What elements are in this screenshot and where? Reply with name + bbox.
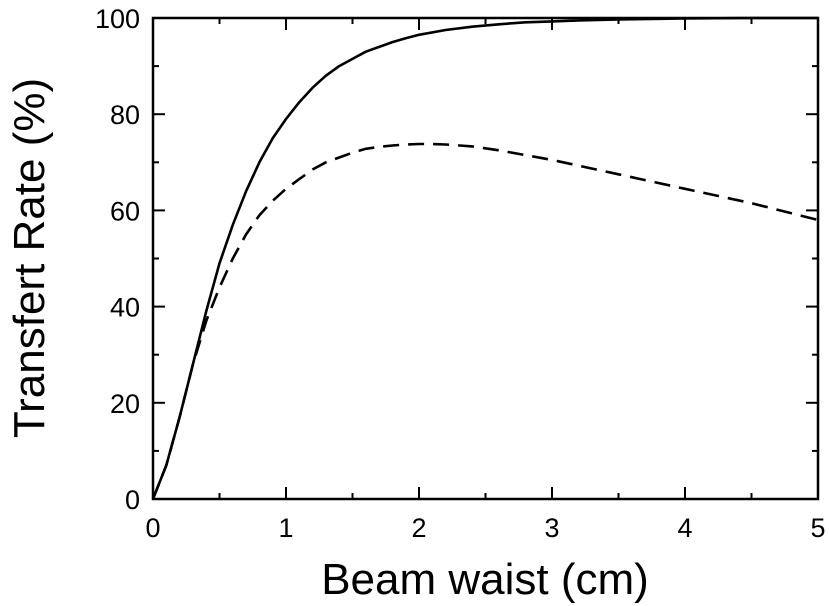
plot-frame	[151, 16, 820, 501]
axis-ticks	[152, 17, 819, 500]
series-lines	[151, 16, 819, 500]
y-tick-label: 20	[110, 389, 140, 419]
x-tick-label: 2	[411, 513, 426, 543]
x-tick-label: 4	[677, 513, 692, 543]
x-tick-label: 1	[278, 513, 293, 543]
y-tick-label: 100	[95, 4, 140, 34]
y-tick-label: 0	[125, 485, 140, 515]
series-line-solid	[151, 16, 818, 500]
series-line-dashed	[151, 142, 819, 500]
x-axis-label: Beam waist (cm)	[321, 555, 649, 604]
y-tick-label: 80	[110, 100, 140, 130]
y-tick-label: 40	[110, 293, 140, 323]
y-axis-label: Transfert Rate (%)	[5, 78, 54, 438]
y-tick-label: 60	[110, 196, 140, 226]
x-tick-label: 0	[145, 513, 160, 543]
x-tick-label: 3	[544, 513, 559, 543]
tick-labels: 0 1 2 3 4 5 0 20 40 60 80 100	[95, 4, 826, 543]
x-tick-label: 5	[810, 513, 825, 543]
